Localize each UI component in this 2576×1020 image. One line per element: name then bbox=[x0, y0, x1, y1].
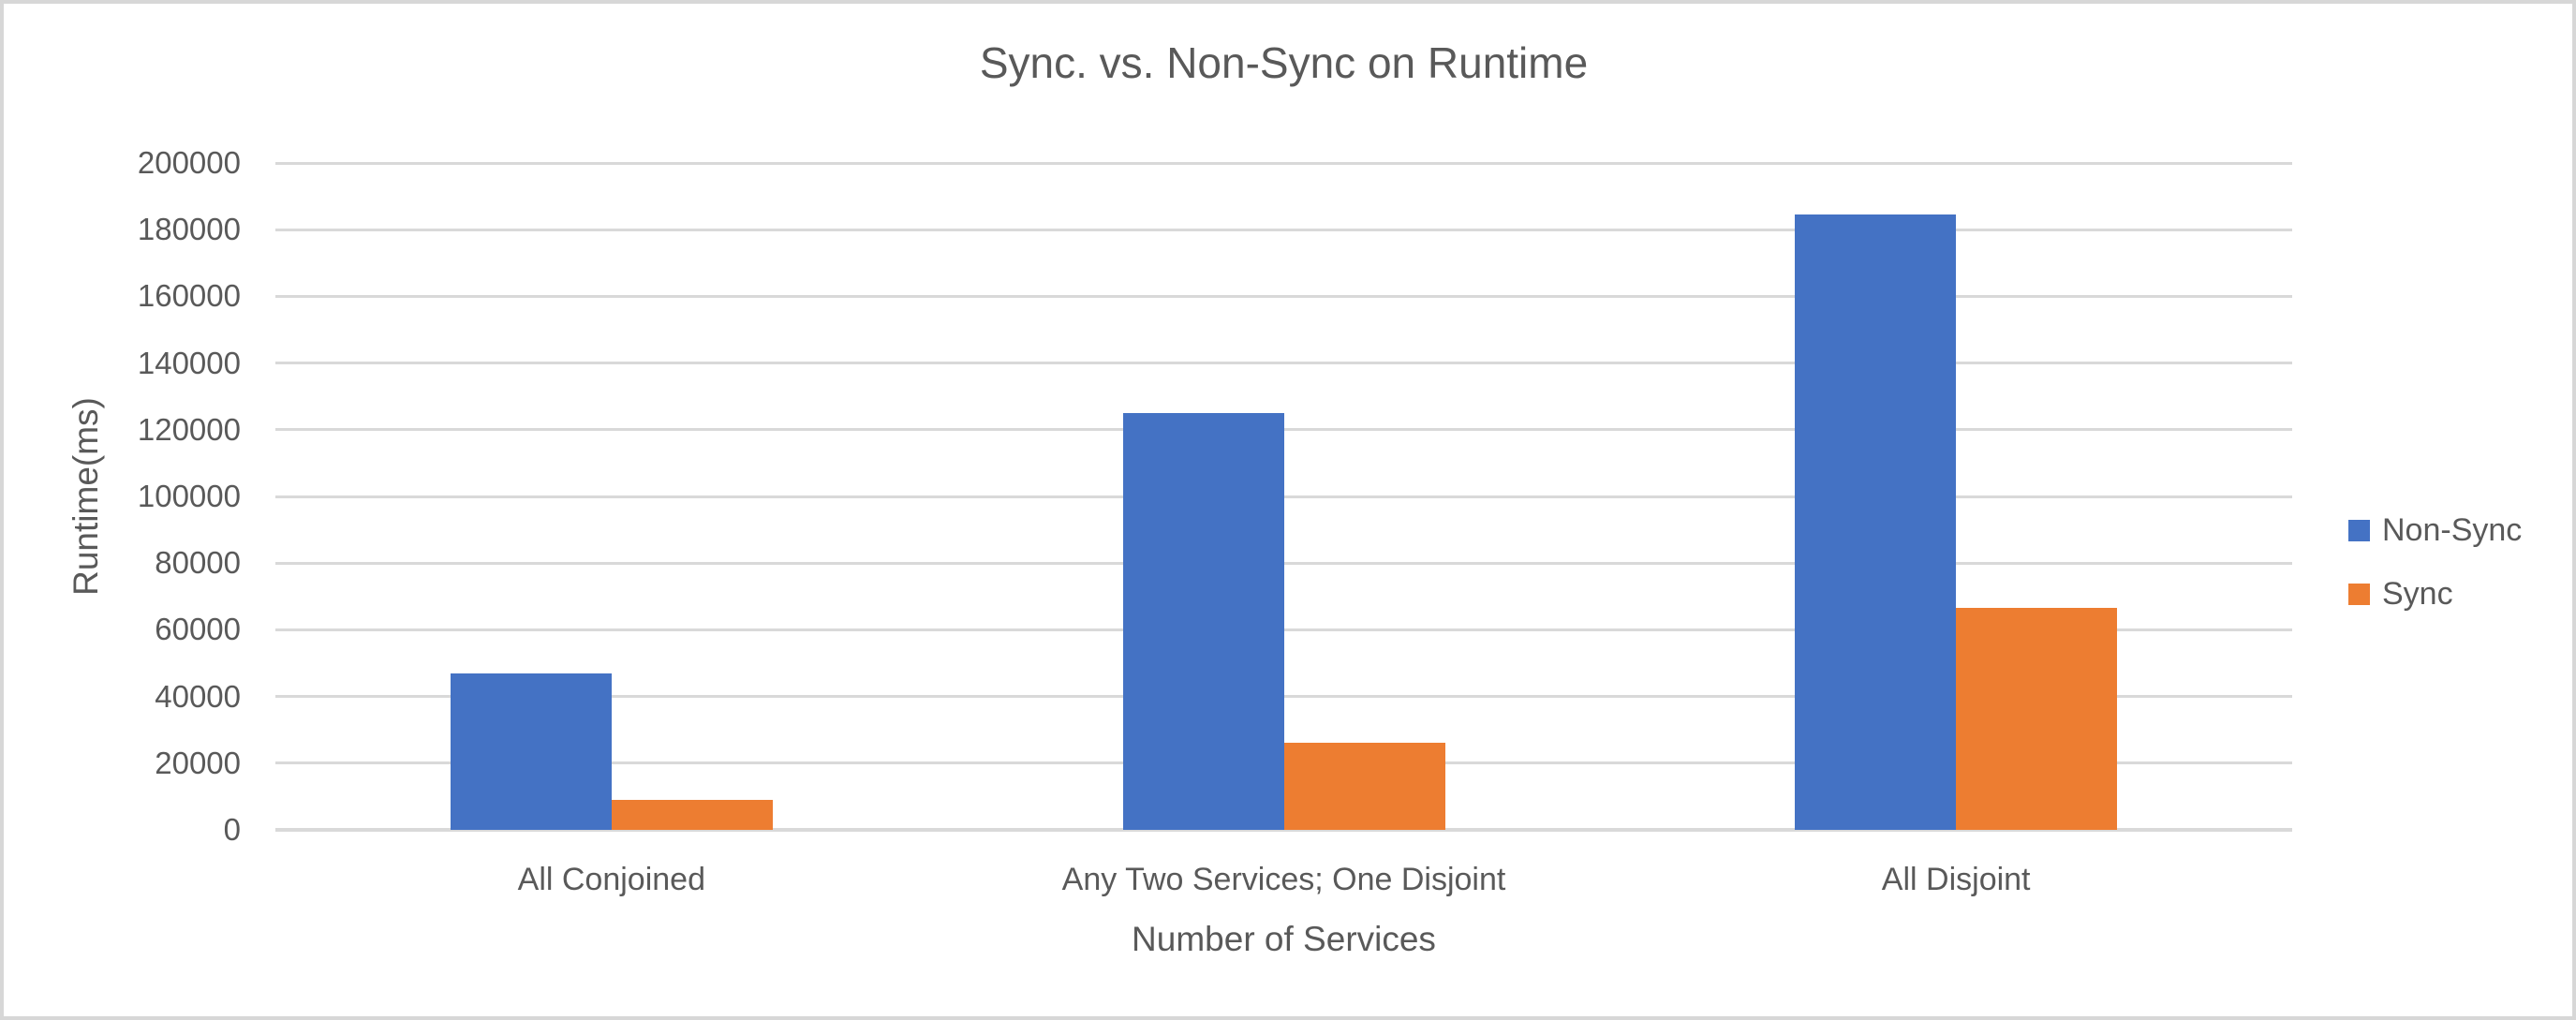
y-tick-label: 200000 bbox=[137, 145, 241, 180]
bar-sync-all-disjoint bbox=[1956, 608, 2118, 830]
gridline bbox=[275, 161, 2292, 165]
y-tick-label: 120000 bbox=[137, 411, 241, 447]
legend-item-sync: Sync bbox=[2348, 576, 2522, 613]
y-tick-label: 160000 bbox=[137, 278, 241, 314]
legend: Non-Sync Sync bbox=[2348, 512, 2522, 613]
x-axis-line bbox=[275, 828, 2292, 832]
gridline bbox=[275, 495, 2292, 498]
bar-sync-any-two-services-one-disjoint bbox=[1283, 743, 1445, 830]
y-tick-label: 140000 bbox=[137, 345, 241, 380]
bar-non-sync-all-disjoint bbox=[1795, 214, 1957, 830]
x-axis-title: Number of Services bbox=[1132, 920, 1436, 958]
x-tick-label-all-conjoined: All Conjoined bbox=[517, 862, 705, 897]
y-tick-label: 60000 bbox=[155, 612, 241, 647]
legend-label: Non-Sync bbox=[2382, 512, 2523, 548]
y-tick-label: 40000 bbox=[155, 678, 241, 714]
gridline bbox=[275, 228, 2292, 231]
chart-title: Sync. vs. Non-Sync on Runtime bbox=[979, 38, 1589, 87]
gridline bbox=[275, 561, 2292, 565]
legend-swatch-icon bbox=[2348, 520, 2370, 541]
legend-swatch-icon bbox=[2348, 584, 2370, 605]
x-tick-label-any-two-services-one-disjoint: Any Two Services; One Disjoint bbox=[1061, 862, 1506, 897]
legend-item-non-sync: Non-Sync bbox=[2348, 512, 2522, 549]
gridline bbox=[275, 628, 2292, 631]
gridline bbox=[275, 428, 2292, 432]
gridline bbox=[275, 695, 2292, 699]
x-tick-label-all-disjoint: All Disjoint bbox=[1881, 862, 2031, 897]
bar-non-sync-any-two-services-one-disjoint bbox=[1122, 413, 1284, 830]
y-tick-label: 80000 bbox=[155, 545, 241, 581]
gridline bbox=[275, 362, 2292, 365]
y-tick-label: 180000 bbox=[137, 212, 241, 247]
y-tick-label: 0 bbox=[223, 812, 241, 847]
legend-label: Sync bbox=[2382, 576, 2453, 612]
y-tick-label: 20000 bbox=[155, 745, 241, 780]
y-tick-label: 100000 bbox=[137, 479, 241, 513]
gridline bbox=[275, 294, 2292, 298]
bar-sync-all-conjoined bbox=[611, 799, 773, 830]
bar-non-sync-all-conjoined bbox=[450, 673, 612, 830]
